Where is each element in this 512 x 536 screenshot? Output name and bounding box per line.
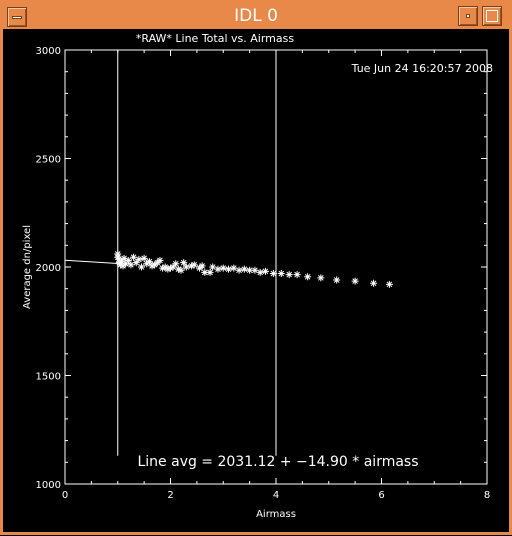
data-point — [293, 271, 301, 279]
data-point — [122, 260, 130, 268]
data-point — [285, 271, 293, 279]
window-menu-icon — [12, 16, 22, 19]
data-point — [174, 265, 182, 273]
x-tick-label: 4 — [273, 490, 279, 501]
data-point — [156, 256, 164, 264]
y-tick-label: 1500 — [36, 372, 61, 383]
y-tick-label: 2500 — [36, 155, 61, 166]
data-point — [385, 280, 393, 288]
plot-area: *RAW* Line Total vs. Airmass Tue Jun 24 … — [3, 29, 509, 532]
data-point — [148, 262, 156, 270]
x-tick-label: 8 — [484, 490, 490, 501]
data-point — [127, 261, 135, 269]
data-point — [164, 265, 172, 273]
maximize-icon — [486, 10, 498, 22]
fit-equation: Line avg = 2031.12 + −14.90 * airmass — [137, 454, 418, 470]
x-tick-label: 6 — [378, 490, 384, 501]
maximize-button[interactable] — [482, 6, 502, 26]
data-point — [180, 259, 188, 267]
data-point — [256, 268, 264, 276]
x-tick-label: 0 — [62, 490, 68, 501]
data-point — [235, 266, 243, 274]
data-point — [277, 270, 285, 278]
data-point — [198, 262, 206, 270]
timestamp: Tue Jun 24 16:20:57 2008 — [351, 62, 493, 75]
data-point — [246, 266, 254, 274]
minimize-icon — [466, 14, 470, 18]
data-point — [230, 264, 238, 272]
window-menu-button[interactable] — [7, 7, 27, 27]
data-point — [251, 266, 259, 274]
data-point — [137, 263, 145, 271]
y-axis-label: Average dn/pixel — [22, 225, 33, 309]
title-bar[interactable]: IDL 0 — [3, 3, 509, 29]
y-tick-label: 1000 — [36, 480, 61, 491]
data-point — [214, 265, 222, 273]
data-point — [115, 259, 123, 267]
data-point — [132, 259, 140, 267]
minimize-button[interactable] — [458, 6, 478, 26]
data-point — [135, 255, 143, 263]
data-point — [240, 265, 248, 273]
data-point — [261, 267, 269, 275]
data-point — [182, 263, 190, 271]
data-point — [159, 264, 167, 272]
data-point — [172, 260, 180, 268]
fit-line — [64, 259, 118, 264]
data-point — [219, 264, 227, 272]
data-point — [124, 256, 132, 264]
chart-title: *RAW* Line Total vs. Airmass — [136, 32, 294, 45]
y-tick-label: 3000 — [36, 46, 61, 57]
data-point — [188, 262, 196, 270]
scatter-chart: *RAW* Line Total vs. Airmass Tue Jun 24 … — [22, 32, 493, 520]
data-point — [317, 274, 325, 282]
data-point — [117, 258, 125, 266]
data-point — [304, 273, 312, 281]
data-point — [120, 254, 128, 262]
x-tick-label: 2 — [167, 490, 173, 501]
y-tick-label: 2000 — [36, 263, 61, 274]
data-point — [209, 263, 217, 271]
data-point — [114, 253, 122, 261]
data-point — [190, 261, 198, 269]
data-point — [177, 266, 185, 274]
data-point — [130, 253, 138, 261]
data-point — [333, 276, 341, 284]
data-point — [370, 279, 378, 287]
data-point — [169, 263, 177, 271]
data-point — [351, 277, 359, 285]
x-axis-label: Airmass — [256, 509, 296, 520]
data-point — [206, 268, 214, 276]
data-point — [269, 270, 277, 278]
data-point — [145, 258, 153, 266]
data-point — [225, 265, 233, 273]
data-point — [140, 254, 148, 262]
data-point — [116, 261, 124, 269]
window-title: IDL 0 — [234, 6, 278, 26]
data-point — [167, 264, 174, 272]
data-point — [201, 268, 209, 276]
